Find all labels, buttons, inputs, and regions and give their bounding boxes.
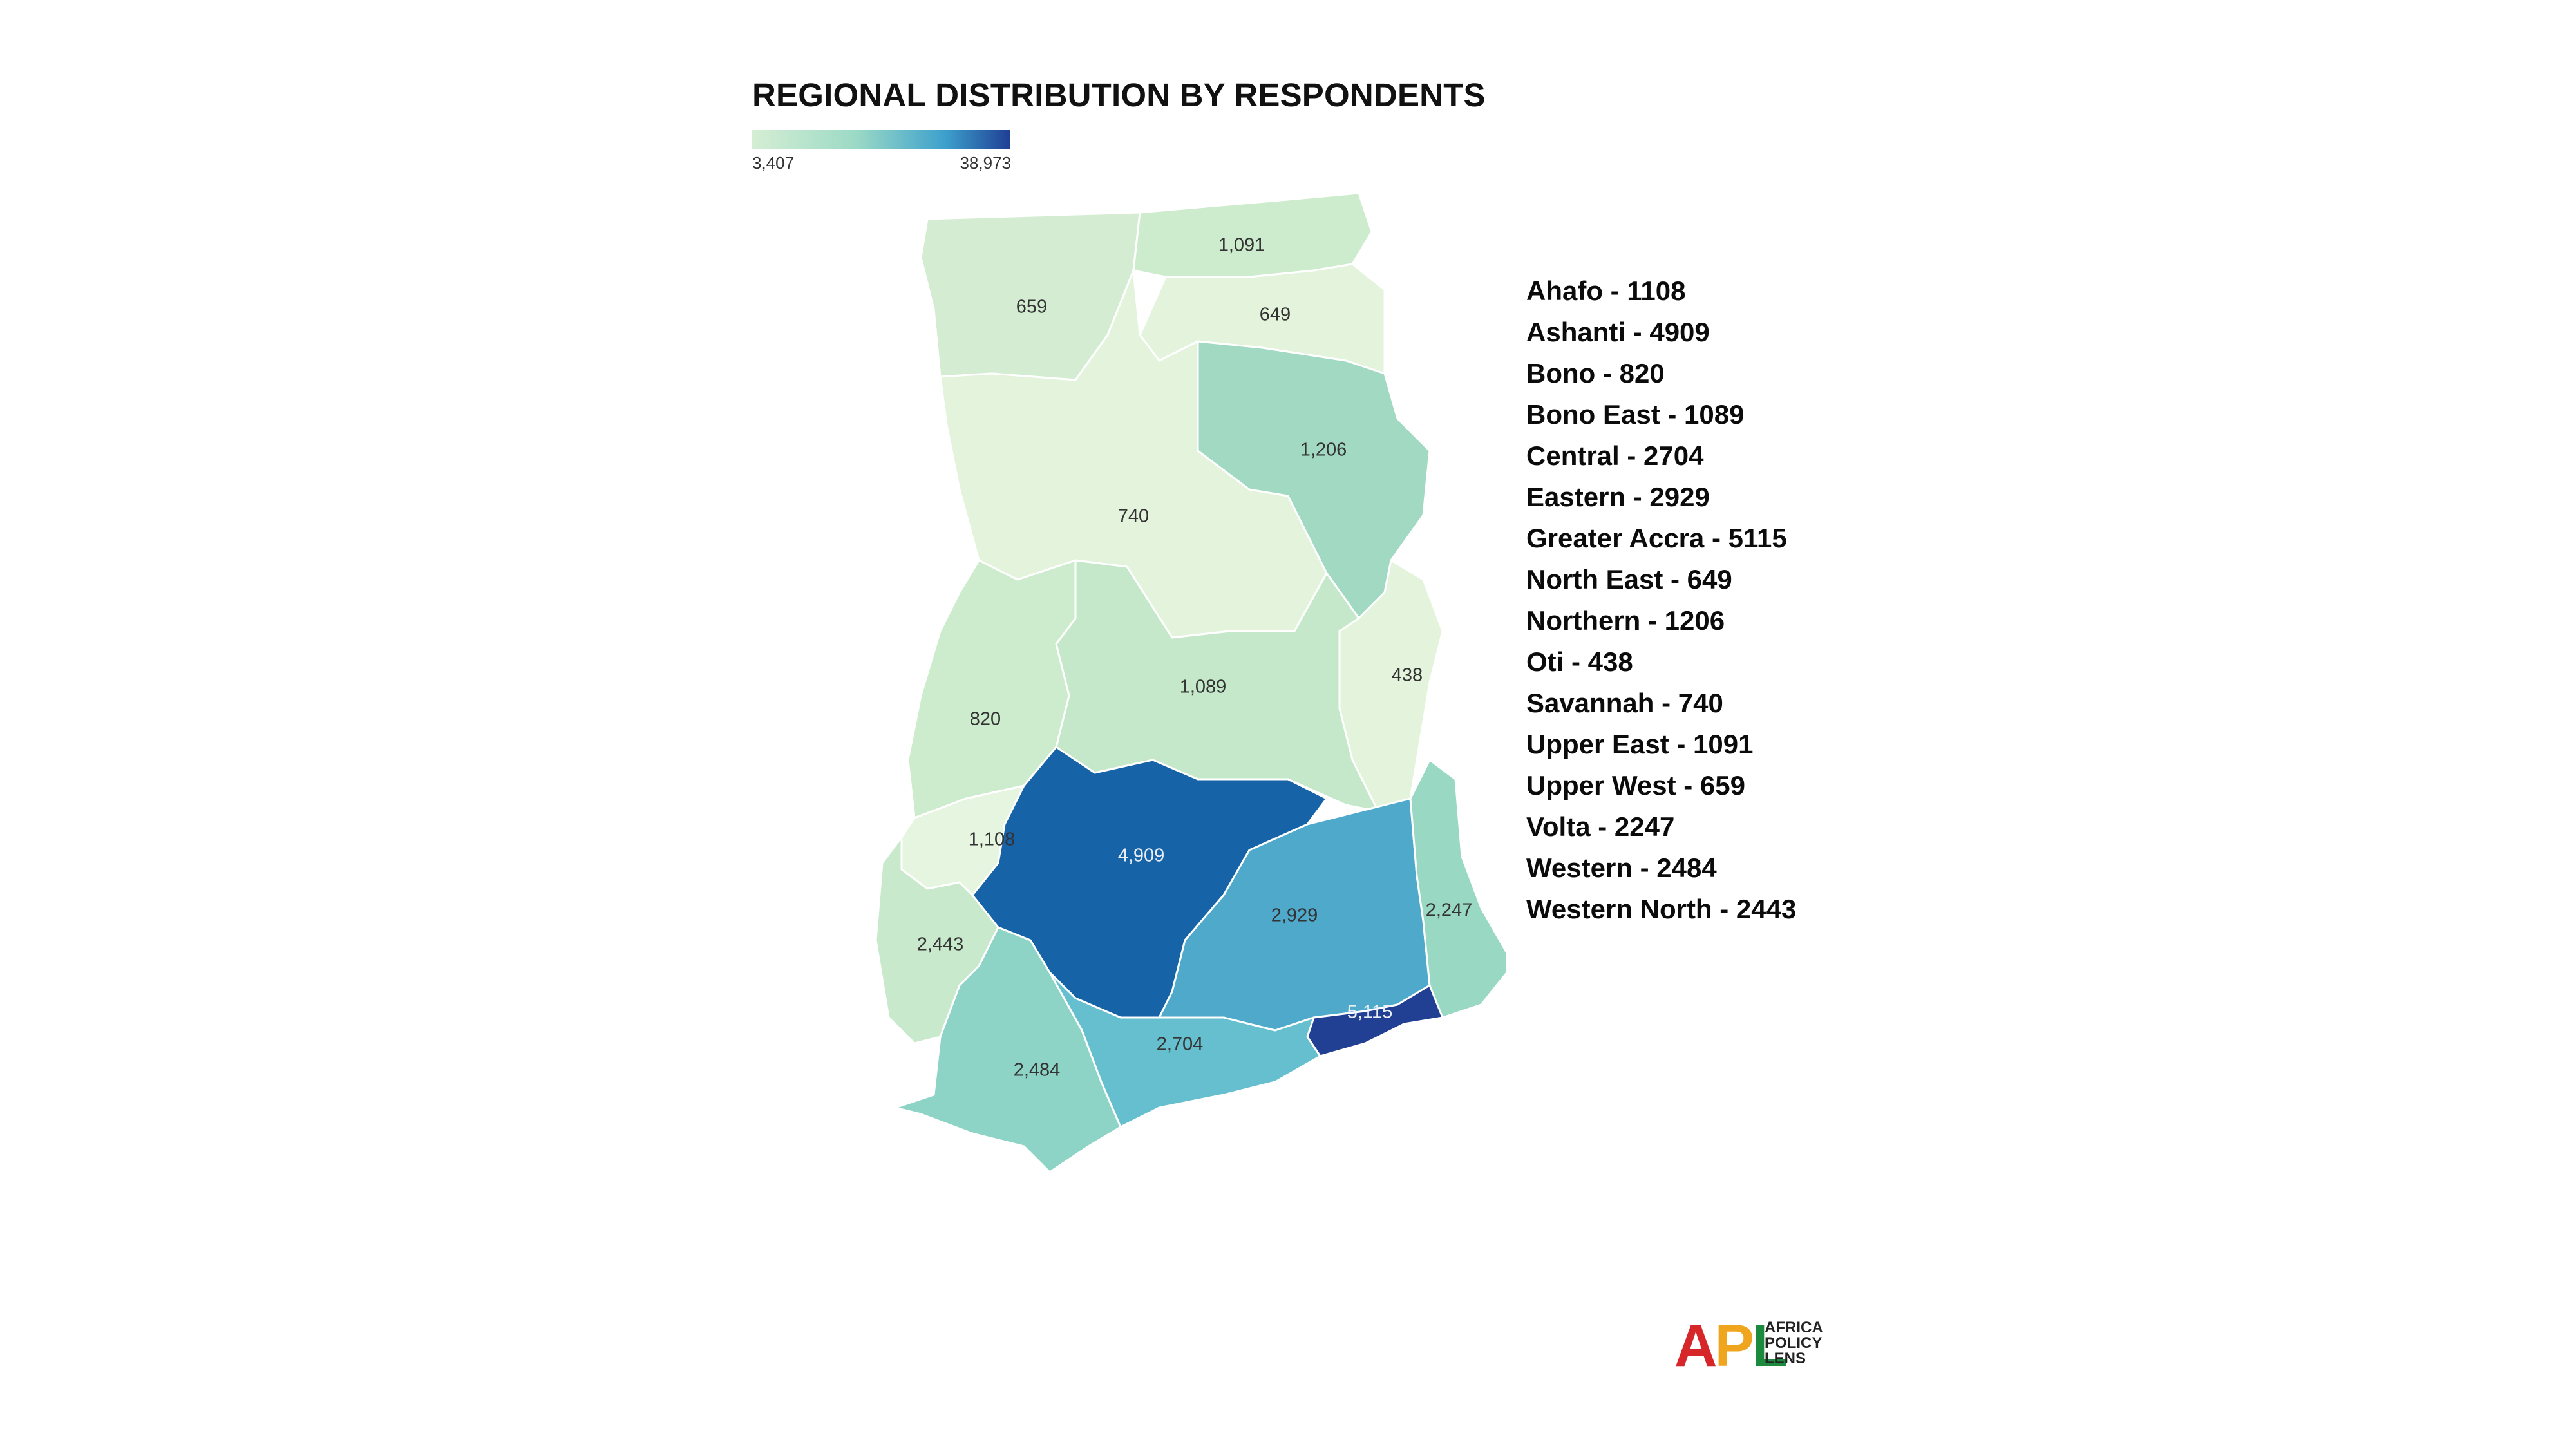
region-label-upper-west: 659 bbox=[1016, 297, 1047, 317]
legend-item: Upper West - 659 bbox=[1526, 770, 1745, 800]
legend-item: Upper East - 1091 bbox=[1526, 729, 1754, 759]
legend-item: North East - 649 bbox=[1526, 564, 1732, 594]
legend-item: Western - 2484 bbox=[1526, 853, 1717, 883]
region-label-volta: 2,247 bbox=[1426, 900, 1473, 921]
legend-item: Volta - 2247 bbox=[1526, 811, 1675, 842]
region-label-eastern: 2,929 bbox=[1271, 905, 1318, 926]
legend-item: Oti - 438 bbox=[1526, 647, 1633, 677]
region-label-bono-east: 1,089 bbox=[1180, 677, 1227, 697]
region-legend: Ahafo - 1108 Ashanti - 4909 Bono - 820 B… bbox=[1526, 270, 1796, 930]
logo-letter-a: A bbox=[1674, 1313, 1717, 1379]
legend-item: Central - 2704 bbox=[1526, 440, 1704, 471]
logo-letter-p: P bbox=[1714, 1313, 1754, 1379]
logo-text-line: POLICY bbox=[1765, 1334, 1823, 1352]
region-label-bono: 820 bbox=[970, 709, 1001, 730]
region-western[interactable] bbox=[894, 926, 1122, 1173]
region-label-ashanti: 4,909 bbox=[1118, 846, 1165, 866]
region-label-north-east: 649 bbox=[1260, 305, 1291, 325]
color-scale-min-label: 3,407 bbox=[752, 153, 795, 173]
legend-item: Northern - 1206 bbox=[1526, 605, 1725, 636]
region-volta[interactable] bbox=[1409, 759, 1508, 1019]
color-scale-max-label: 38,973 bbox=[960, 153, 1011, 173]
logo-letters: APL bbox=[1674, 1313, 1788, 1379]
legend-item: Savannah - 740 bbox=[1526, 688, 1723, 718]
region-label-ahafo: 1,108 bbox=[969, 829, 1016, 850]
map-title: REGIONAL DISTRIBUTION BY RESPONDENTS bbox=[752, 77, 1486, 113]
africa-policy-lens-logo: APL AFRICA POLICY LENS bbox=[1674, 1314, 1842, 1378]
region-label-upper-east: 1,091 bbox=[1218, 235, 1265, 256]
legend-item: Eastern - 2929 bbox=[1526, 482, 1710, 512]
region-label-oti: 438 bbox=[1392, 665, 1423, 686]
color-scale-bar bbox=[752, 130, 1010, 149]
logo-letter-l: L bbox=[1751, 1313, 1788, 1379]
region-label-savannah: 740 bbox=[1118, 506, 1149, 527]
region-label-central: 2,704 bbox=[1157, 1034, 1204, 1055]
legend-item: Greater Accra - 5115 bbox=[1526, 523, 1787, 553]
legend-item: Bono - 820 bbox=[1526, 358, 1665, 388]
legend-item: Ashanti - 4909 bbox=[1526, 317, 1710, 347]
legend-item: Western North - 2443 bbox=[1526, 894, 1797, 924]
ghana-region-map: 659 1,091 649 1,206 740 438 1,089 820 1,… bbox=[875, 192, 1508, 1173]
legend-item: Ahafo - 1108 bbox=[1526, 276, 1686, 306]
logo-text-line: AFRICA bbox=[1765, 1319, 1823, 1336]
region-label-western-north: 2,443 bbox=[917, 934, 964, 955]
region-label-greater-accra: 5,115 bbox=[1347, 1002, 1392, 1023]
region-label-western: 2,484 bbox=[1014, 1060, 1061, 1081]
logo-wordmark: AFRICA POLICY LENS bbox=[1765, 1320, 1823, 1367]
logo-text-line: LENS bbox=[1765, 1350, 1806, 1367]
legend-item: Bono East - 1089 bbox=[1526, 399, 1745, 430]
region-label-northern: 1,206 bbox=[1300, 440, 1347, 460]
